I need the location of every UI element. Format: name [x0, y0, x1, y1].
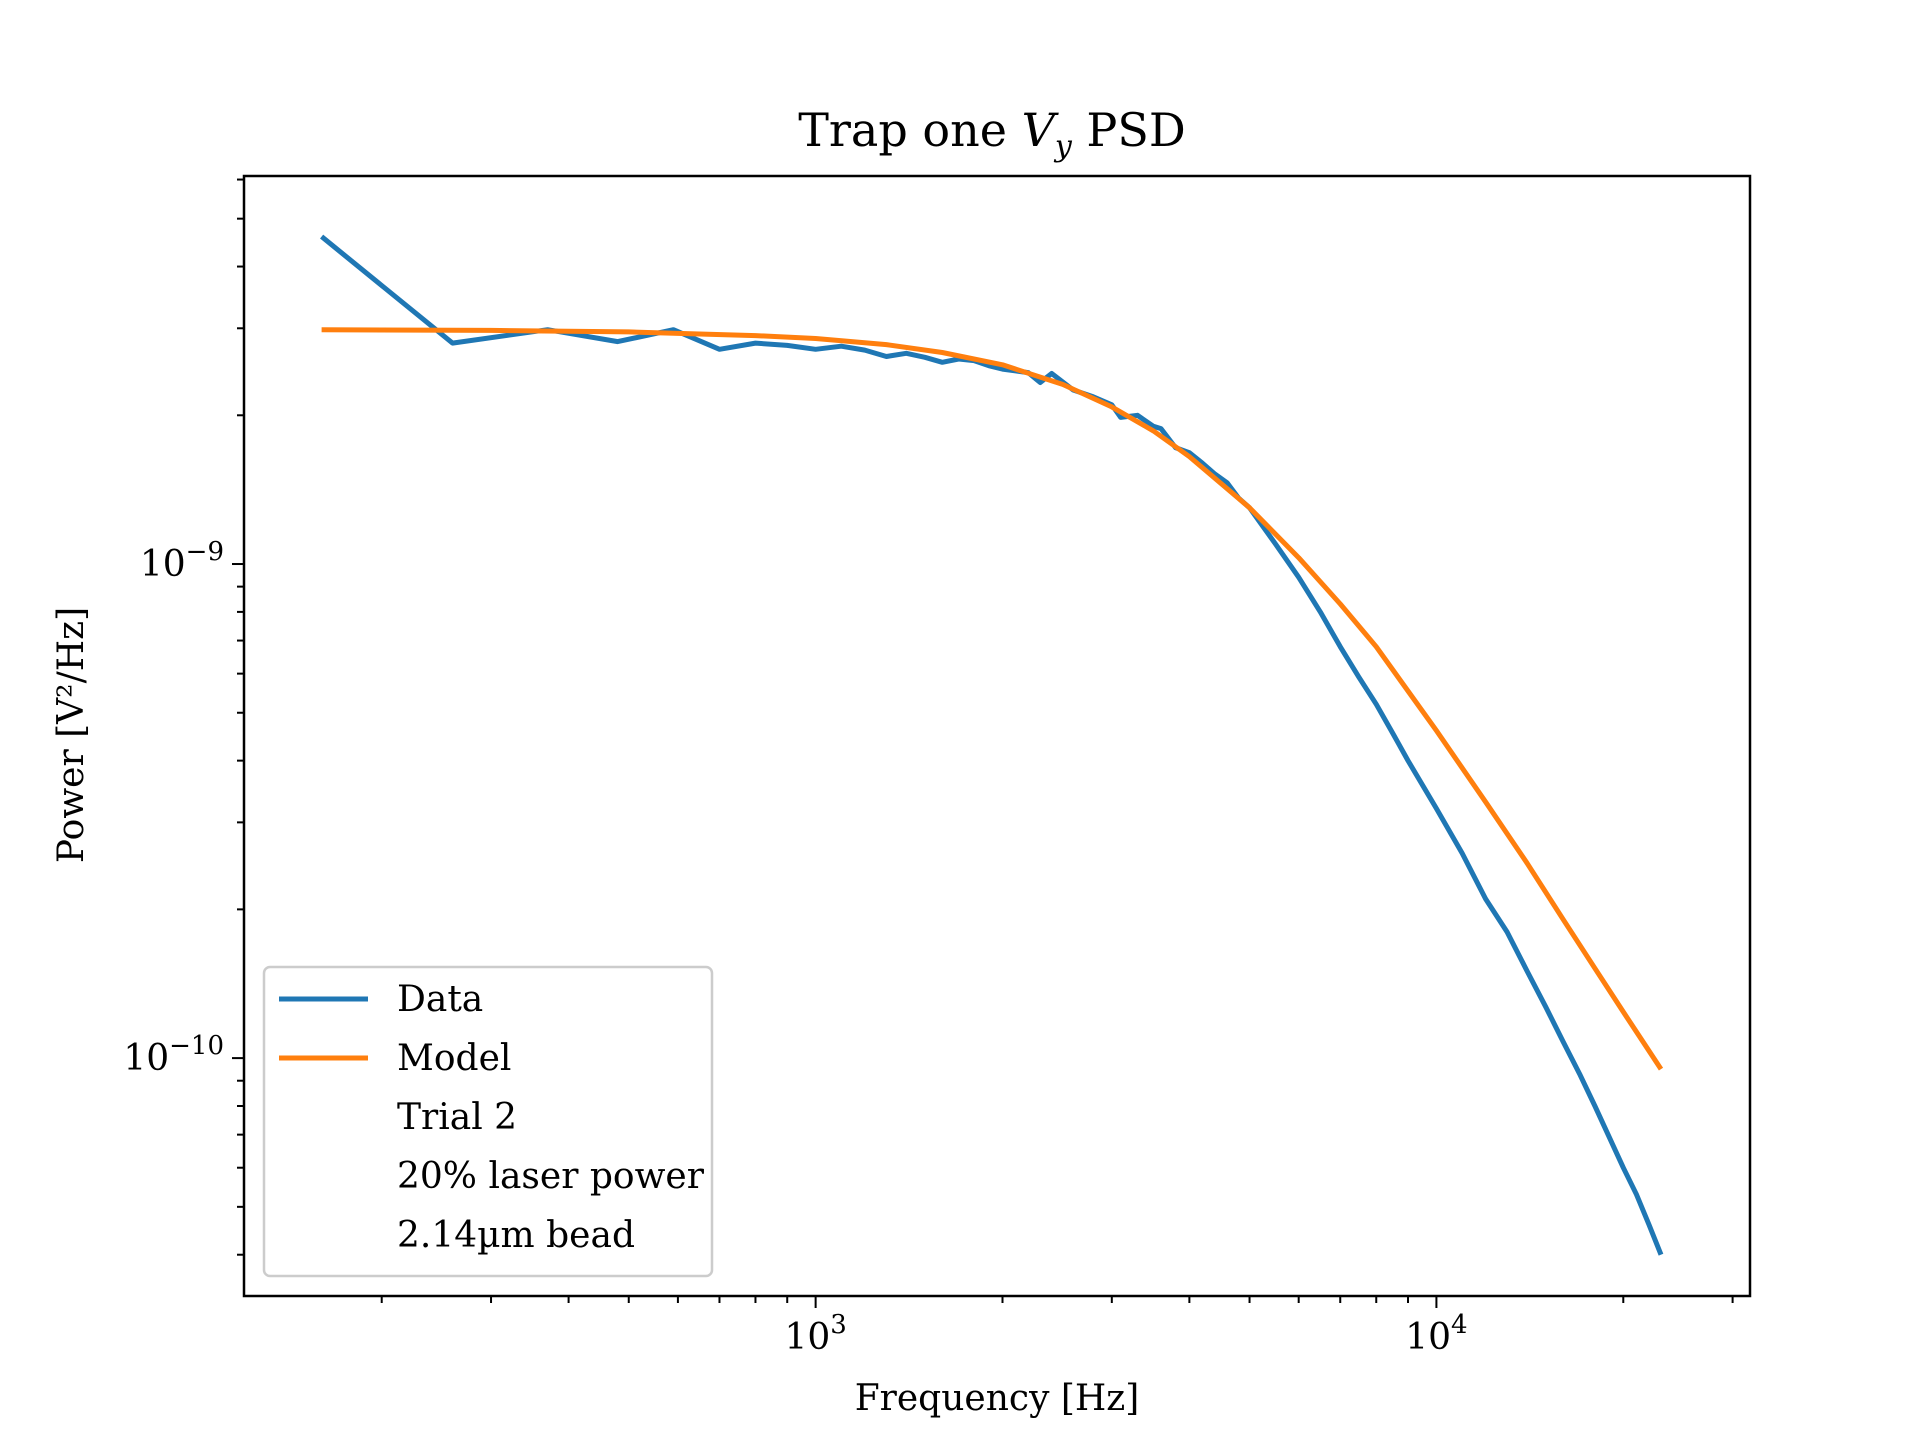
chart-title-subscript: y — [1053, 129, 1073, 164]
chart-title: Trap one Vy PSD — [798, 103, 1186, 164]
y-tick-label-base: 10 — [140, 544, 186, 585]
x-tick-label: 103 — [784, 1310, 846, 1358]
x-tick-label-exponent: 3 — [830, 1310, 847, 1340]
legend-note-trial: Trial 2 — [397, 1097, 517, 1138]
y-tick-label-exponent: −10 — [169, 1031, 224, 1061]
y-tick-label: 10−10 — [123, 1031, 224, 1079]
legend: Data Model Trial 2 20% laser power 2.14µ… — [262, 965, 714, 1278]
x-tick-label-exponent: 4 — [1451, 1310, 1468, 1340]
x-tick-label-base: 10 — [784, 1317, 830, 1358]
legend-label-data: Data — [397, 979, 483, 1020]
legend-box — [262, 965, 714, 1278]
axes-frame — [242, 174, 1752, 1298]
legend-note-bead: 2.14µm bead — [397, 1215, 635, 1256]
legend-note-laser-power: 20% laser power — [397, 1156, 705, 1197]
legend-label-model: Model — [397, 1038, 511, 1079]
series-layer — [320, 234, 1664, 1256]
x-tick-label-base: 10 — [1405, 1317, 1451, 1358]
series-line-model — [321, 327, 1664, 1071]
chart-title-variable: V — [1022, 103, 1060, 157]
y-tick-label: 10−9 — [140, 537, 224, 585]
y-axis-label: Power [V²/Hz] — [51, 607, 92, 863]
y-tick-label-base: 10 — [123, 1038, 169, 1079]
x-axis-label: Frequency [Hz] — [855, 1378, 1140, 1419]
chart-title-suffix: PSD — [1072, 103, 1186, 157]
series-line-data — [320, 234, 1664, 1256]
x-tick-label: 104 — [1405, 1310, 1467, 1358]
chart-title-prefix: Trap one — [798, 103, 1021, 157]
y-tick-label-exponent: −9 — [186, 537, 224, 567]
